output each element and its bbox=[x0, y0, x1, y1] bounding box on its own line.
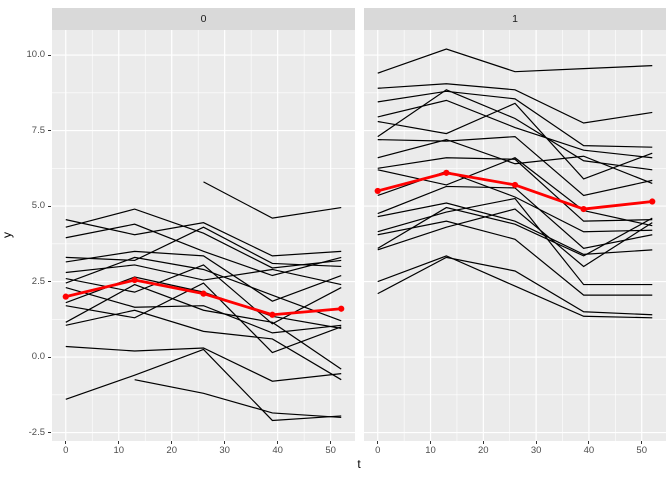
y-tick-label: -2.5 bbox=[28, 426, 45, 438]
x-tick-label: 50 bbox=[325, 445, 336, 456]
mean-point bbox=[580, 205, 587, 213]
x-tick-label: 30 bbox=[219, 445, 230, 456]
x-tick-label: 0 bbox=[375, 445, 381, 456]
spaghetti-line bbox=[65, 287, 342, 334]
x-tick-mark bbox=[641, 441, 643, 444]
spaghetti-line bbox=[377, 90, 653, 148]
mean-point bbox=[62, 293, 69, 300]
mean-point bbox=[200, 290, 207, 297]
spaghetti-line bbox=[65, 264, 342, 286]
y-tick-mark bbox=[48, 205, 51, 207]
y-tick-mark bbox=[48, 356, 51, 358]
panel-1-canvas bbox=[364, 30, 666, 441]
y-tick-mark bbox=[48, 281, 51, 283]
spaghetti-line bbox=[65, 283, 342, 370]
facet-panel-1 bbox=[364, 30, 666, 441]
y-tick-label: 10.0 bbox=[26, 49, 46, 61]
spaghetti-line bbox=[377, 206, 653, 257]
spaghetti-line bbox=[377, 255, 653, 319]
x-tick-label: 20 bbox=[478, 445, 489, 456]
facet-strip-1: 1 bbox=[364, 8, 666, 30]
x-tick-label: 50 bbox=[636, 445, 647, 456]
y-tick-mark bbox=[48, 432, 51, 434]
spaghetti-line bbox=[377, 135, 653, 197]
spaghetti-line bbox=[377, 197, 653, 286]
spaghetti-line bbox=[65, 208, 342, 269]
x-tick-label: 30 bbox=[530, 445, 542, 456]
x-tick-mark bbox=[171, 441, 173, 444]
y-tick-mark bbox=[48, 130, 51, 132]
facet-panel-0 bbox=[52, 30, 355, 441]
mean-point bbox=[374, 187, 381, 195]
x-tick-mark bbox=[377, 441, 379, 444]
spaghetti-line bbox=[377, 138, 653, 184]
spaghetti-line bbox=[65, 348, 342, 422]
x-tick-label: 20 bbox=[166, 445, 177, 456]
spaghetti-line bbox=[65, 223, 342, 277]
spaghetti-line bbox=[65, 276, 342, 329]
spaghetti-line bbox=[377, 83, 653, 124]
x-tick-label: 0 bbox=[63, 445, 69, 456]
x-tick-mark bbox=[65, 441, 67, 444]
spaghetti-line bbox=[377, 89, 653, 171]
spaghetti-line bbox=[377, 220, 653, 296]
x-tick-mark bbox=[224, 441, 226, 444]
x-tick-label: 40 bbox=[272, 445, 283, 456]
y-tick-mark bbox=[48, 54, 51, 56]
mean-point bbox=[511, 181, 519, 189]
x-tick-mark bbox=[482, 441, 484, 444]
spaghetti-line bbox=[377, 256, 653, 316]
spaghetti-line bbox=[65, 309, 342, 381]
spaghetti-line bbox=[65, 226, 342, 268]
spaghetti-line bbox=[377, 157, 653, 222]
y-tick-label: 7.5 bbox=[31, 124, 45, 136]
y-axis-title: y bbox=[0, 232, 14, 238]
x-tick-mark bbox=[535, 441, 537, 444]
mean-point bbox=[649, 198, 656, 205]
spaghetti-line bbox=[377, 208, 653, 268]
x-tick-mark bbox=[118, 441, 120, 444]
x-tick-label: 40 bbox=[583, 445, 595, 456]
mean-point bbox=[338, 305, 345, 312]
mean-point bbox=[269, 311, 276, 318]
y-tick-label: 2.5 bbox=[31, 275, 45, 287]
x-tick-mark bbox=[430, 441, 432, 444]
spaghetti-line bbox=[65, 219, 342, 257]
spaghetti-line bbox=[65, 282, 342, 354]
panel-0-canvas bbox=[52, 30, 355, 441]
spaghetti-line bbox=[134, 379, 342, 419]
spaghetti-line bbox=[203, 181, 342, 219]
spaghetti-line bbox=[377, 102, 653, 180]
spaghetti-line bbox=[65, 250, 342, 302]
x-tick-label: 10 bbox=[113, 445, 125, 456]
mean-point bbox=[131, 276, 138, 284]
spaghetti-line bbox=[65, 345, 342, 382]
spaghetti-line bbox=[65, 256, 342, 322]
spaghetti-line bbox=[377, 202, 653, 255]
spaghetti-line bbox=[377, 48, 653, 74]
x-tick-mark bbox=[330, 441, 332, 444]
x-axis-title: t bbox=[357, 457, 361, 471]
x-tick-mark bbox=[588, 441, 590, 444]
y-tick-label: 0.0 bbox=[31, 351, 45, 363]
facet-strip-0: 0 bbox=[52, 8, 355, 30]
y-tick-label: 5.0 bbox=[31, 200, 45, 212]
spaghetti-line bbox=[377, 157, 653, 227]
mean-point bbox=[443, 169, 450, 176]
x-tick-mark bbox=[277, 441, 279, 444]
x-tick-label: 10 bbox=[425, 445, 436, 456]
